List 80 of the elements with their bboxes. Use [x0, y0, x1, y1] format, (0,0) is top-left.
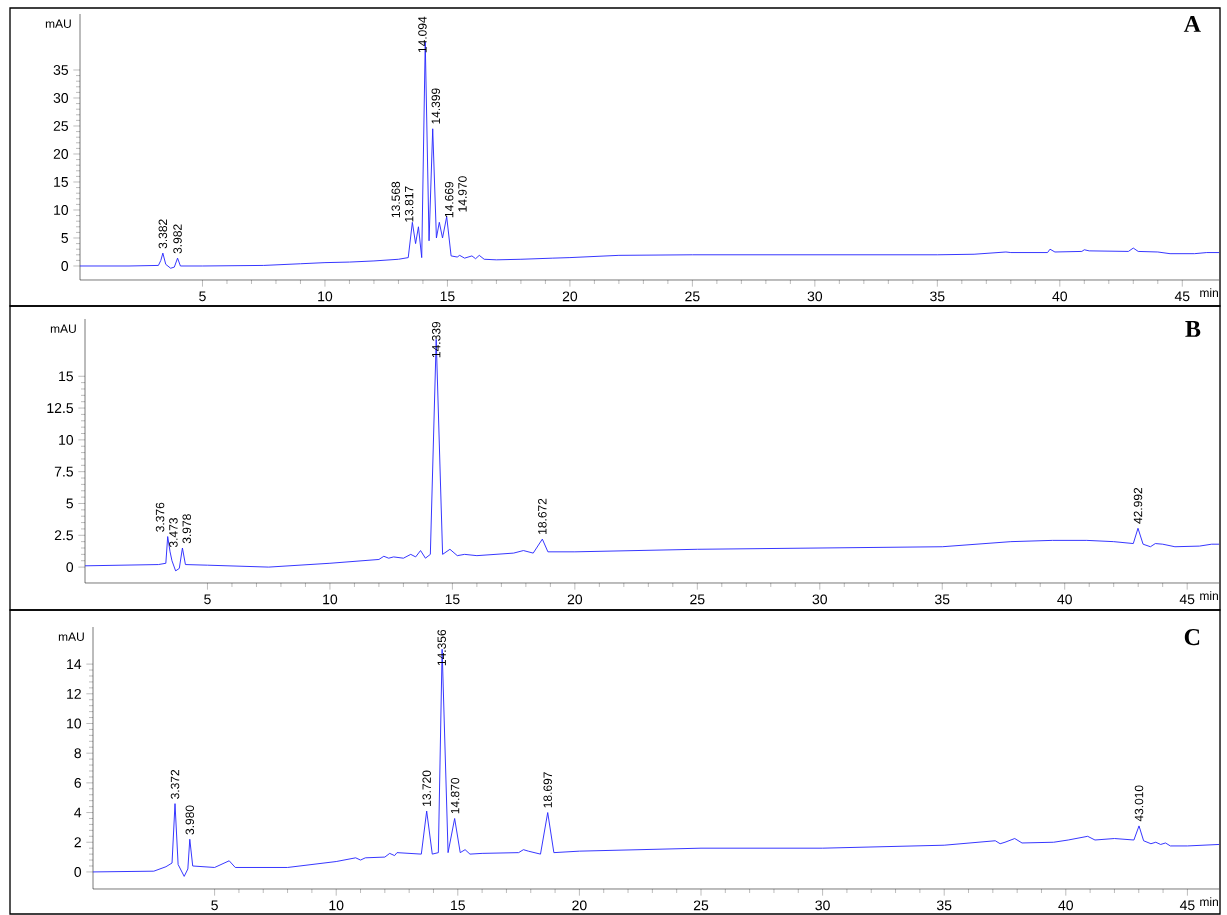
annotation: 13.817	[404, 186, 414, 222]
x-tick-label: 40	[1058, 900, 1074, 911]
y-tick-label: 25	[53, 121, 69, 131]
y-tick-label: 5	[61, 233, 69, 243]
x-tick-label: 25	[690, 594, 705, 605]
x-tick-label: 30	[815, 900, 830, 911]
y-axis-title: mAU	[50, 324, 76, 333]
annotation: 14.356	[437, 629, 446, 666]
annotation: 14.970	[458, 176, 467, 212]
annotation: 42.992	[1133, 487, 1143, 524]
x-tick-label: 20	[572, 900, 587, 911]
x-tick-label: 30	[812, 594, 828, 605]
annotation: 3.980	[185, 805, 195, 835]
y-tick-label: 10	[54, 205, 69, 215]
y-tick-label: 5	[66, 498, 74, 509]
chart-title: A	[1183, 16, 1201, 32]
y-tick-label: 20	[53, 149, 69, 159]
x-tick-label: 25	[685, 291, 700, 302]
y-tick-label: 4	[74, 807, 82, 818]
x-tick-label: 40	[1052, 291, 1068, 302]
x-axis-title: min	[1200, 897, 1218, 906]
x-tick-label: 45	[1179, 900, 1195, 911]
x-tick-label: 15	[440, 291, 455, 302]
x-tick-label: 10	[323, 594, 338, 605]
y-tick-label: 6	[74, 777, 82, 788]
x-tick-label: 45	[1179, 594, 1195, 605]
x-tick-label: 40	[1057, 594, 1072, 605]
annotation: 18.672	[538, 498, 547, 534]
x-tick-label: 45	[1174, 291, 1190, 302]
y-axis-title: mAU	[58, 632, 84, 641]
annotation: 43.010	[1134, 785, 1144, 822]
chart-title: B	[1185, 321, 1201, 337]
annotation: 3.382	[158, 219, 168, 249]
x-axis-title: min	[1200, 288, 1218, 297]
y-tick-label: 2.5	[54, 530, 74, 541]
annotation: 3.376	[155, 502, 165, 532]
x-tick-label: 15	[451, 900, 465, 911]
annotation: 13.568	[391, 181, 401, 218]
annotation: 14.094	[418, 16, 427, 53]
x-tick-label: 5	[211, 900, 218, 911]
chart-title: C	[1184, 629, 1200, 646]
annotation: 14.339	[431, 321, 441, 358]
y-tick-label: 2	[74, 837, 81, 848]
y-tick-label: 30	[53, 93, 69, 103]
annotation: 18.697	[543, 772, 552, 808]
y-tick-label: 12	[67, 688, 81, 699]
x-tick-label: 15	[445, 594, 460, 605]
annotation: 3.978	[182, 514, 191, 544]
y-tick-label: 10	[67, 718, 82, 729]
x-tick-label: 10	[329, 900, 344, 911]
y-tick-label: 12.5	[47, 403, 74, 414]
y-tick-label: 0	[61, 261, 69, 271]
y-tick-label: 35	[53, 65, 69, 75]
y-tick-label: 15	[59, 371, 74, 382]
annotation: 14.669	[444, 181, 454, 218]
x-tick-label: 35	[930, 291, 945, 302]
x-axis-title: min	[1200, 591, 1218, 600]
y-tick-label: 10	[59, 434, 74, 445]
annotation: 14.870	[450, 777, 460, 814]
x-tick-label: 20	[567, 594, 583, 605]
y-tick-label: 0	[74, 866, 82, 877]
x-tick-label: 30	[807, 291, 823, 302]
annotation: 3.473	[169, 518, 178, 548]
y-tick-label: 14	[67, 659, 82, 669]
x-tick-label: 25	[693, 900, 709, 911]
annotation: 3.372	[170, 769, 180, 799]
x-tick-label: 5	[204, 594, 211, 605]
y-tick-label: 7.5	[54, 466, 74, 477]
y-tick-label: 15	[54, 177, 69, 187]
annotation: 14.399	[431, 88, 441, 124]
y-axis-title: mAU	[45, 19, 71, 28]
annotation: 13.720	[422, 770, 431, 806]
x-tick-label: 20	[562, 291, 578, 302]
annotation: 3.982	[173, 224, 182, 254]
x-tick-label: 5	[199, 291, 206, 302]
x-tick-label: 35	[934, 594, 950, 605]
x-tick-label: 35	[936, 900, 952, 911]
y-tick-label: 0	[66, 562, 74, 573]
x-tick-label: 10	[318, 291, 333, 302]
y-tick-label: 8	[74, 748, 82, 759]
